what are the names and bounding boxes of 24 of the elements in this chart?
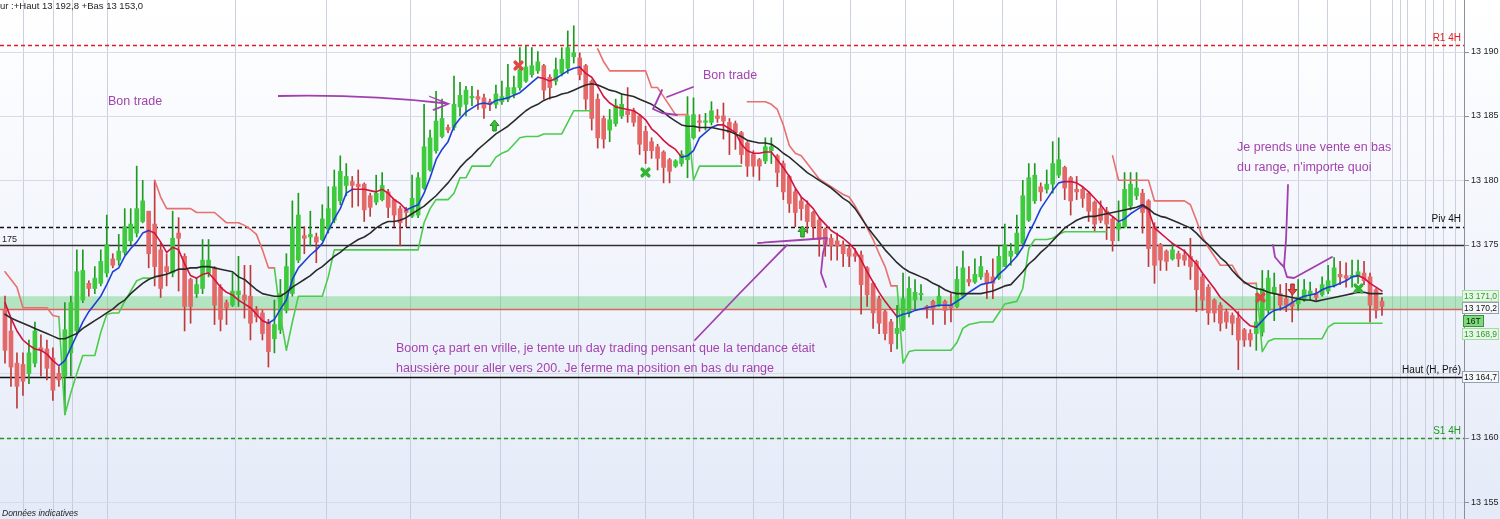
chart-title: ur :+Haut 13 192,8 +Bas 13 153,0 [0,0,144,11]
text: 13 164,7 [1462,371,1500,383]
annotation: Boom ça part en vrille, je tente un day trading pensant que la tendance était haussière pour aller vers 200. Je ferme ma position en bas du range [396,340,816,377]
y-tick-label: 13 160 [1471,432,1499,443]
y-tick-label: 13 175 [1471,239,1499,250]
annotation: Données indicatives [2,508,79,518]
ref-line-label: S1 4H [1433,424,1461,436]
candlestick [1044,169,1050,194]
annotation: 175 [2,234,18,244]
ref-line-label: Haut (H, Pré) [1402,364,1461,376]
annotation: Je prends une vente en bas du range, n'importe quoi [1237,139,1392,176]
text: 16T [1463,315,1484,327]
ref-line-label: R1 4H [1432,31,1461,43]
text: 13 168,9 [1462,328,1500,340]
annotation: Bon trade [703,67,758,84]
y-tick-label: 13 155 [1471,496,1499,507]
y-tick-label: 13 190 [1471,46,1499,56]
text: 13 171,0 [1462,290,1500,302]
y-tick-label: 13 180 [1471,174,1499,185]
text: 13 170,2 [1462,302,1500,314]
candlestick [1343,262,1349,288]
annotation: Bon trade [108,93,163,110]
y-tick-label: 13 185 [1471,110,1499,121]
ref-line-label: Piv 4H [1431,213,1461,225]
